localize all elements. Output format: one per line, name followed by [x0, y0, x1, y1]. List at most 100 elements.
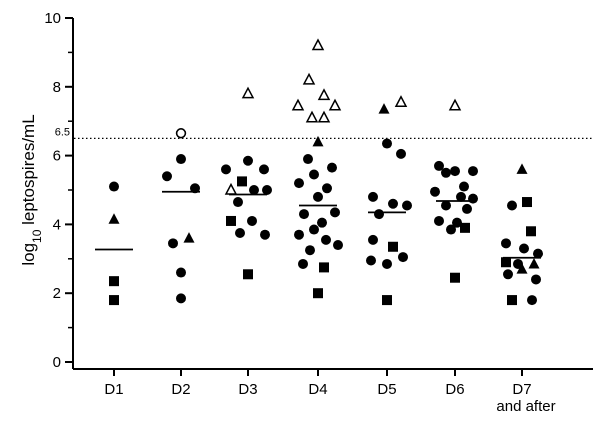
data-point-circle-filled [321, 234, 331, 245]
data-point-triangle-open [241, 86, 255, 99]
data-point-triangle-filled [528, 257, 540, 269]
data-point-triangle-filled [183, 232, 195, 243]
data-point-triangle-open [317, 110, 331, 123]
data-point-triangle-filled [312, 135, 324, 147]
data-point-circle-filled [507, 200, 517, 211]
data-point-triangle-filled [516, 163, 528, 174]
data-point-triangle-open [328, 98, 342, 111]
data-point-circle-filled [305, 245, 315, 256]
data-point-square-filled [319, 262, 329, 273]
data-point-circle-filled [441, 200, 451, 211]
data-point-circle-filled [501, 238, 511, 249]
data-point-square-filled [243, 269, 253, 280]
x-tick-label: D6 [445, 381, 464, 398]
data-point-triangle-open [448, 98, 462, 111]
data-point-circle-filled [317, 217, 327, 228]
data-point-circle-filled [162, 171, 172, 182]
data-point-circle-filled [333, 240, 343, 251]
data-point-circle-filled [398, 252, 408, 263]
data-point-circle-filled [382, 258, 392, 269]
x-tick-sublabel: and after [496, 398, 555, 415]
data-point-circle-filled [303, 154, 313, 165]
data-point-square-filled [109, 295, 119, 306]
data-point-circle-filled [396, 148, 406, 159]
data-point-triangle-open [394, 95, 408, 108]
data-point-circle-filled [243, 155, 253, 166]
y-tick-label: 4 [53, 216, 61, 233]
y-tick-label: 0 [53, 354, 61, 371]
data-point-circle-filled [468, 193, 478, 204]
data-point-triangle-open [224, 182, 238, 195]
data-point-circle-filled [456, 191, 466, 202]
data-point-square-filled [109, 276, 119, 287]
data-point-circle-filled [313, 191, 323, 202]
x-tick-label: D3 [238, 381, 257, 398]
x-tick-label: D7 [512, 381, 531, 398]
data-point-circle-filled [298, 258, 308, 269]
reference-line-label: 6.5 [55, 126, 70, 138]
data-point-circle-filled [294, 178, 304, 189]
data-point-circle-filled [434, 160, 444, 171]
data-point-square-filled [237, 176, 247, 187]
data-point-square-filled [501, 257, 511, 268]
x-tick-label: D5 [377, 381, 396, 398]
data-point-square-filled [507, 295, 517, 306]
data-point-circle-filled [366, 255, 376, 266]
data-point-circle-filled [374, 209, 384, 220]
data-point-square-filled [522, 197, 532, 208]
data-point-circle-filled [299, 209, 309, 220]
data-point-circle-filled [260, 229, 270, 240]
data-point-square-filled [526, 226, 536, 237]
data-point-triangle-open [317, 88, 331, 101]
data-point-triangle-open [291, 98, 305, 111]
data-point-circle-filled [533, 248, 543, 259]
data-point-circle-filled [450, 166, 460, 177]
data-point-circle-filled [441, 167, 451, 178]
data-point-circle-filled [519, 243, 529, 254]
data-point-circle-filled [309, 224, 319, 235]
data-point-circle-filled [249, 185, 259, 195]
data-point-circle-filled [468, 166, 478, 177]
data-point-circle-filled [452, 217, 462, 228]
data-point-circle-filled [434, 215, 444, 226]
data-point-circle-filled [322, 183, 332, 194]
data-point-circle-open [175, 128, 187, 139]
data-point-circle-filled [368, 191, 378, 202]
data-point-triangle-open [305, 110, 319, 123]
data-point-circle-filled [176, 154, 186, 165]
data-point-square-filled [450, 272, 460, 283]
data-point-triangle-filled [516, 263, 528, 274]
data-point-circle-filled [309, 169, 319, 180]
data-point-circle-filled [221, 164, 231, 175]
data-point-triangle-open [311, 38, 325, 51]
x-tick-label: D4 [308, 381, 327, 398]
y-tick-label: 2 [53, 285, 61, 302]
data-point-circle-filled [503, 269, 513, 280]
data-point-circle-filled [531, 274, 541, 285]
y-tick-label: 8 [53, 79, 61, 96]
x-tick-label: D1 [104, 381, 123, 398]
data-point-square-filled [382, 295, 392, 306]
data-point-circle-filled [459, 181, 469, 192]
data-point-circle-filled [294, 229, 304, 240]
x-tick-label: D2 [171, 381, 190, 398]
data-point-circle-filled [368, 234, 378, 245]
data-point-square-filled [460, 222, 470, 233]
data-point-triangle-filled [378, 103, 390, 114]
data-point-circle-filled [247, 215, 257, 226]
data-point-circle-filled [430, 186, 440, 197]
data-point-square-filled [388, 241, 398, 252]
data-point-triangle-filled [108, 213, 120, 224]
data-point-circle-filled [259, 164, 269, 175]
data-point-square-filled [313, 288, 323, 299]
data-point-circle-filled [327, 162, 337, 173]
y-tick-label: 10 [44, 10, 61, 27]
plot-area [74, 38, 593, 306]
data-point-circle-filled [176, 293, 186, 304]
data-point-circle-filled [382, 138, 392, 149]
data-point-circle-filled [527, 295, 537, 306]
data-point-square-filled [226, 215, 236, 226]
data-point-circle-filled [462, 203, 472, 214]
